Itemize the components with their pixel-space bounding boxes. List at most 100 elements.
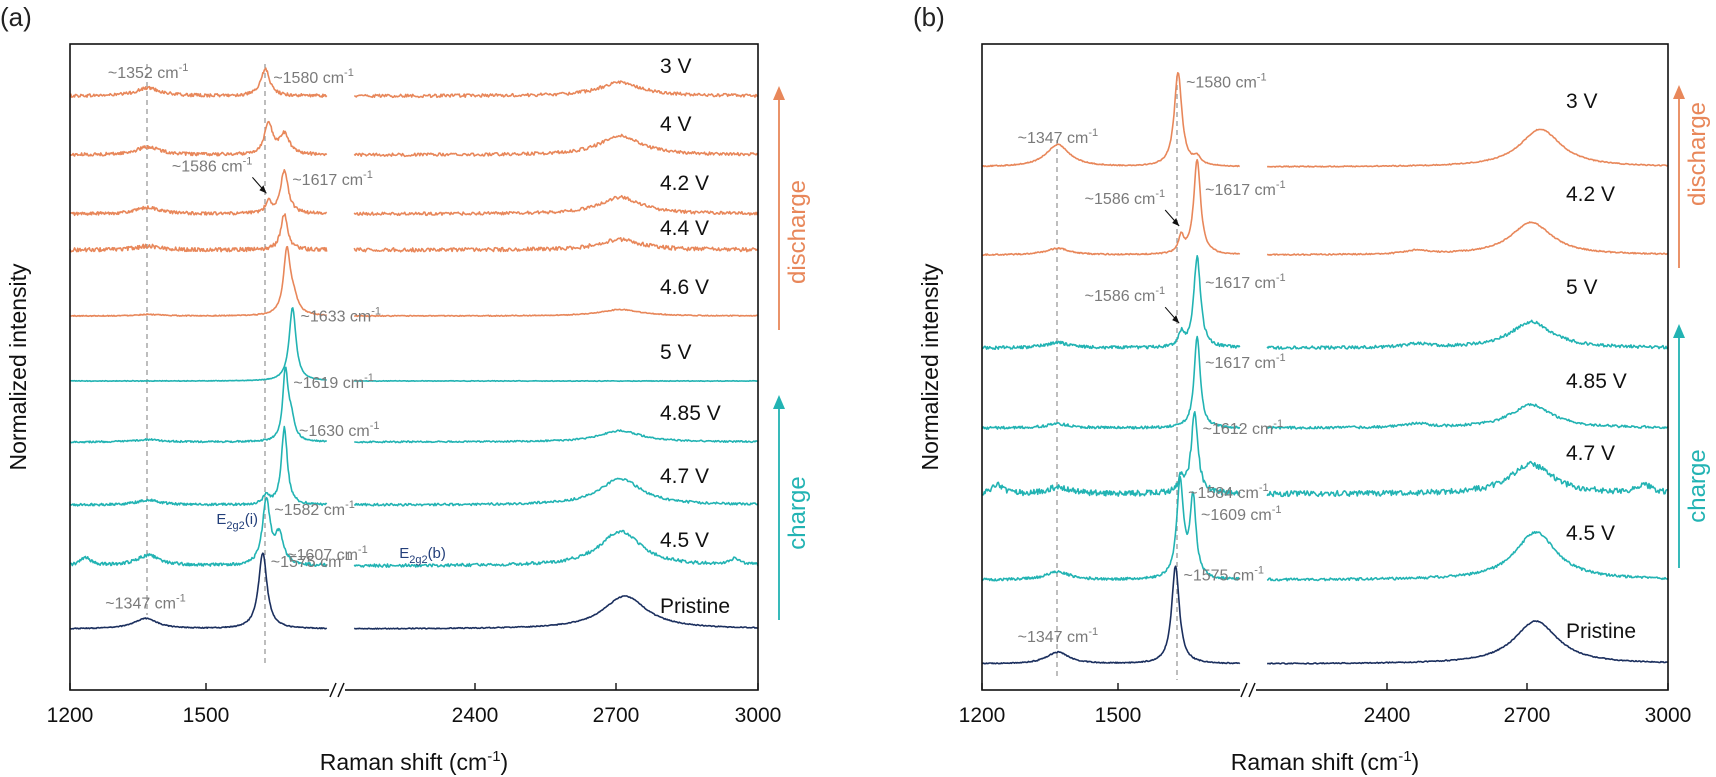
spectrum-4.5-v (69, 496, 759, 568)
series-label: 4.85 V (660, 402, 721, 425)
peak-annotation: ~1584 cm-1 (1188, 482, 1269, 502)
x-tick-label: 2400 (1364, 704, 1411, 727)
peak-annotation: ~1347 cm-1 (1018, 127, 1099, 147)
panel-a-vlines (146, 64, 266, 665)
peak-annotation: ~1347 cm-1 (1018, 626, 1099, 646)
series-label: 4.6 V (660, 276, 709, 299)
series-label: Pristine (1566, 620, 1636, 643)
peak-annotation: ~1630 cm-1 (299, 420, 380, 440)
series-label: 4.7 V (660, 465, 709, 488)
panel-b-label: (b) (913, 2, 945, 32)
series-label: 3 V (660, 55, 692, 78)
spectrum-4.6-v (69, 245, 759, 318)
spectrum-pristine (69, 552, 759, 630)
spectrum-5-v (70, 307, 759, 383)
panel-a-charge-arrow (773, 395, 785, 620)
x-tick-label: 3000 (735, 704, 782, 727)
series-label: 5 V (1566, 276, 1598, 299)
mode-label: E2g2(b) (399, 545, 446, 566)
panel-a-x-ticks: 1200 1500 2400 2700 3000 (47, 683, 782, 727)
peak-annotation: ~1617 cm-1 (1205, 179, 1286, 199)
panel-b-axis-break (1240, 680, 1256, 700)
spectrum-4.2-v (982, 158, 1669, 257)
annotation-arrowhead (1172, 218, 1180, 227)
spectrum-3-v (981, 72, 1669, 168)
peak-annotation: ~1575 cm-1 (1184, 565, 1265, 585)
panel-a-discharge-label: discharge (784, 180, 811, 284)
peak-annotation: ~1582 cm-1 (274, 499, 355, 519)
panel-b-charge-arrow (1673, 324, 1685, 568)
series-label: 3 V (1566, 90, 1598, 113)
series-label: 4.5 V (660, 529, 709, 552)
peak-annotation: ~1580 cm-1 (1186, 71, 1267, 91)
spectrum-4-v (69, 120, 759, 158)
spectrum-5-v (981, 255, 1669, 350)
series-label: Pristine (660, 595, 730, 618)
spectrum-4.5-v (981, 475, 1669, 582)
panel-a-labels: 3 V 4 V 4.2 V 4.4 V 4.6 V 5 V 4.85 V 4.7 V 4.5 V… (105, 55, 730, 618)
x-tick-label: 1200 (959, 704, 1006, 727)
peak-annotation: ~1607 cm-1 (287, 544, 368, 564)
series-label: 4.4 V (660, 217, 709, 240)
panel-a-axis-break (329, 680, 345, 700)
peak-annotation: ~1633 cm-1 (301, 305, 382, 325)
annotation-arrowhead (1172, 315, 1180, 324)
x-tick-label: 1500 (183, 704, 230, 727)
x-tick-label: 2700 (593, 704, 640, 727)
spectrum-4.85-v (69, 366, 759, 444)
peak-annotation: ~1586 cm-1 (1085, 285, 1166, 305)
peak-annotation: ~1575 cm-1 (271, 551, 352, 571)
panel-b-y-axis-title: Normalized intensity (917, 263, 943, 471)
x-tick-label: 2700 (1504, 704, 1551, 727)
panel-a-y-axis-title: Normalized intensity (5, 263, 31, 471)
x-tick-label: 1500 (1095, 704, 1142, 727)
panel-a-label: (a) (0, 2, 32, 32)
peak-annotation: ~1580 cm-1 (273, 67, 354, 87)
series-label: 4.5 V (1566, 522, 1615, 545)
x-tick-label: 3000 (1645, 704, 1692, 727)
panel-b-frame (981, 43, 1669, 691)
panel-b-discharge-label: discharge (1684, 102, 1711, 206)
panel-b-vlines (1056, 76, 1178, 680)
panel-a-frame (69, 43, 759, 691)
peak-annotation: ~1352 cm-1 (108, 62, 189, 82)
panel-b-labels: 3 V 4.2 V 5 V 4.85 V 4.7 V 4.5 V Pristine ~1347… (1018, 71, 1636, 646)
spectrum-3-v (69, 67, 759, 99)
panel-b-charge-label: charge (1684, 449, 1711, 522)
spectrum-4.7-v (981, 411, 1669, 498)
panel-a-x-axis-title: Raman shift (cm-1) (320, 748, 508, 775)
peak-annotation: ~1586 cm-1 (1085, 188, 1166, 208)
series-label: 4 V (660, 113, 692, 136)
spectrum-pristine (981, 565, 1669, 665)
peak-annotation: ~1617 cm-1 (1205, 272, 1286, 292)
series-label: 4.2 V (660, 172, 709, 195)
panel-a-discharge-arrow (773, 86, 785, 330)
annotation-arrowhead (259, 185, 267, 194)
peak-annotation: ~1612 cm-1 (1203, 418, 1284, 438)
mode-label: E2g2(i) (216, 511, 258, 532)
spectrum-4.2-v (69, 169, 759, 217)
panel-a: (a) 1200 1500 2400 2700 3000 Raman shift… (0, 2, 811, 775)
series-label: 4.85 V (1566, 370, 1627, 393)
peak-annotation: ~1586 cm-1 (172, 155, 252, 175)
spectrum-4.4-v (69, 213, 759, 253)
peak-annotation: ~1609 cm-1 (1201, 504, 1282, 524)
x-tick-label: 1200 (47, 704, 94, 727)
panel-b-discharge-arrow (1673, 85, 1685, 268)
panel-b: (b) 1200 1500 2400 2700 3000 Raman shift… (913, 2, 1711, 775)
series-label: 4.2 V (1566, 183, 1615, 206)
series-label: 4.7 V (1566, 442, 1615, 465)
series-label: 5 V (660, 341, 692, 364)
spectrum-4.7-v (69, 425, 759, 507)
x-tick-label: 2400 (452, 704, 499, 727)
peak-annotation: ~1619 cm-1 (293, 372, 374, 392)
panel-b-x-ticks: 1200 1500 2400 2700 3000 (959, 683, 1692, 727)
panel-a-charge-label: charge (784, 476, 811, 549)
panel-a-spectra (69, 67, 759, 630)
peak-annotation: ~1617 cm-1 (1205, 352, 1286, 372)
peak-annotation: ~1347 cm-1 (105, 592, 186, 612)
spectrum-4.85-v (981, 335, 1669, 430)
panel-b-x-axis-title: Raman shift (cm-1) (1231, 748, 1419, 775)
peak-annotation: ~1617 cm-1 (292, 169, 373, 189)
